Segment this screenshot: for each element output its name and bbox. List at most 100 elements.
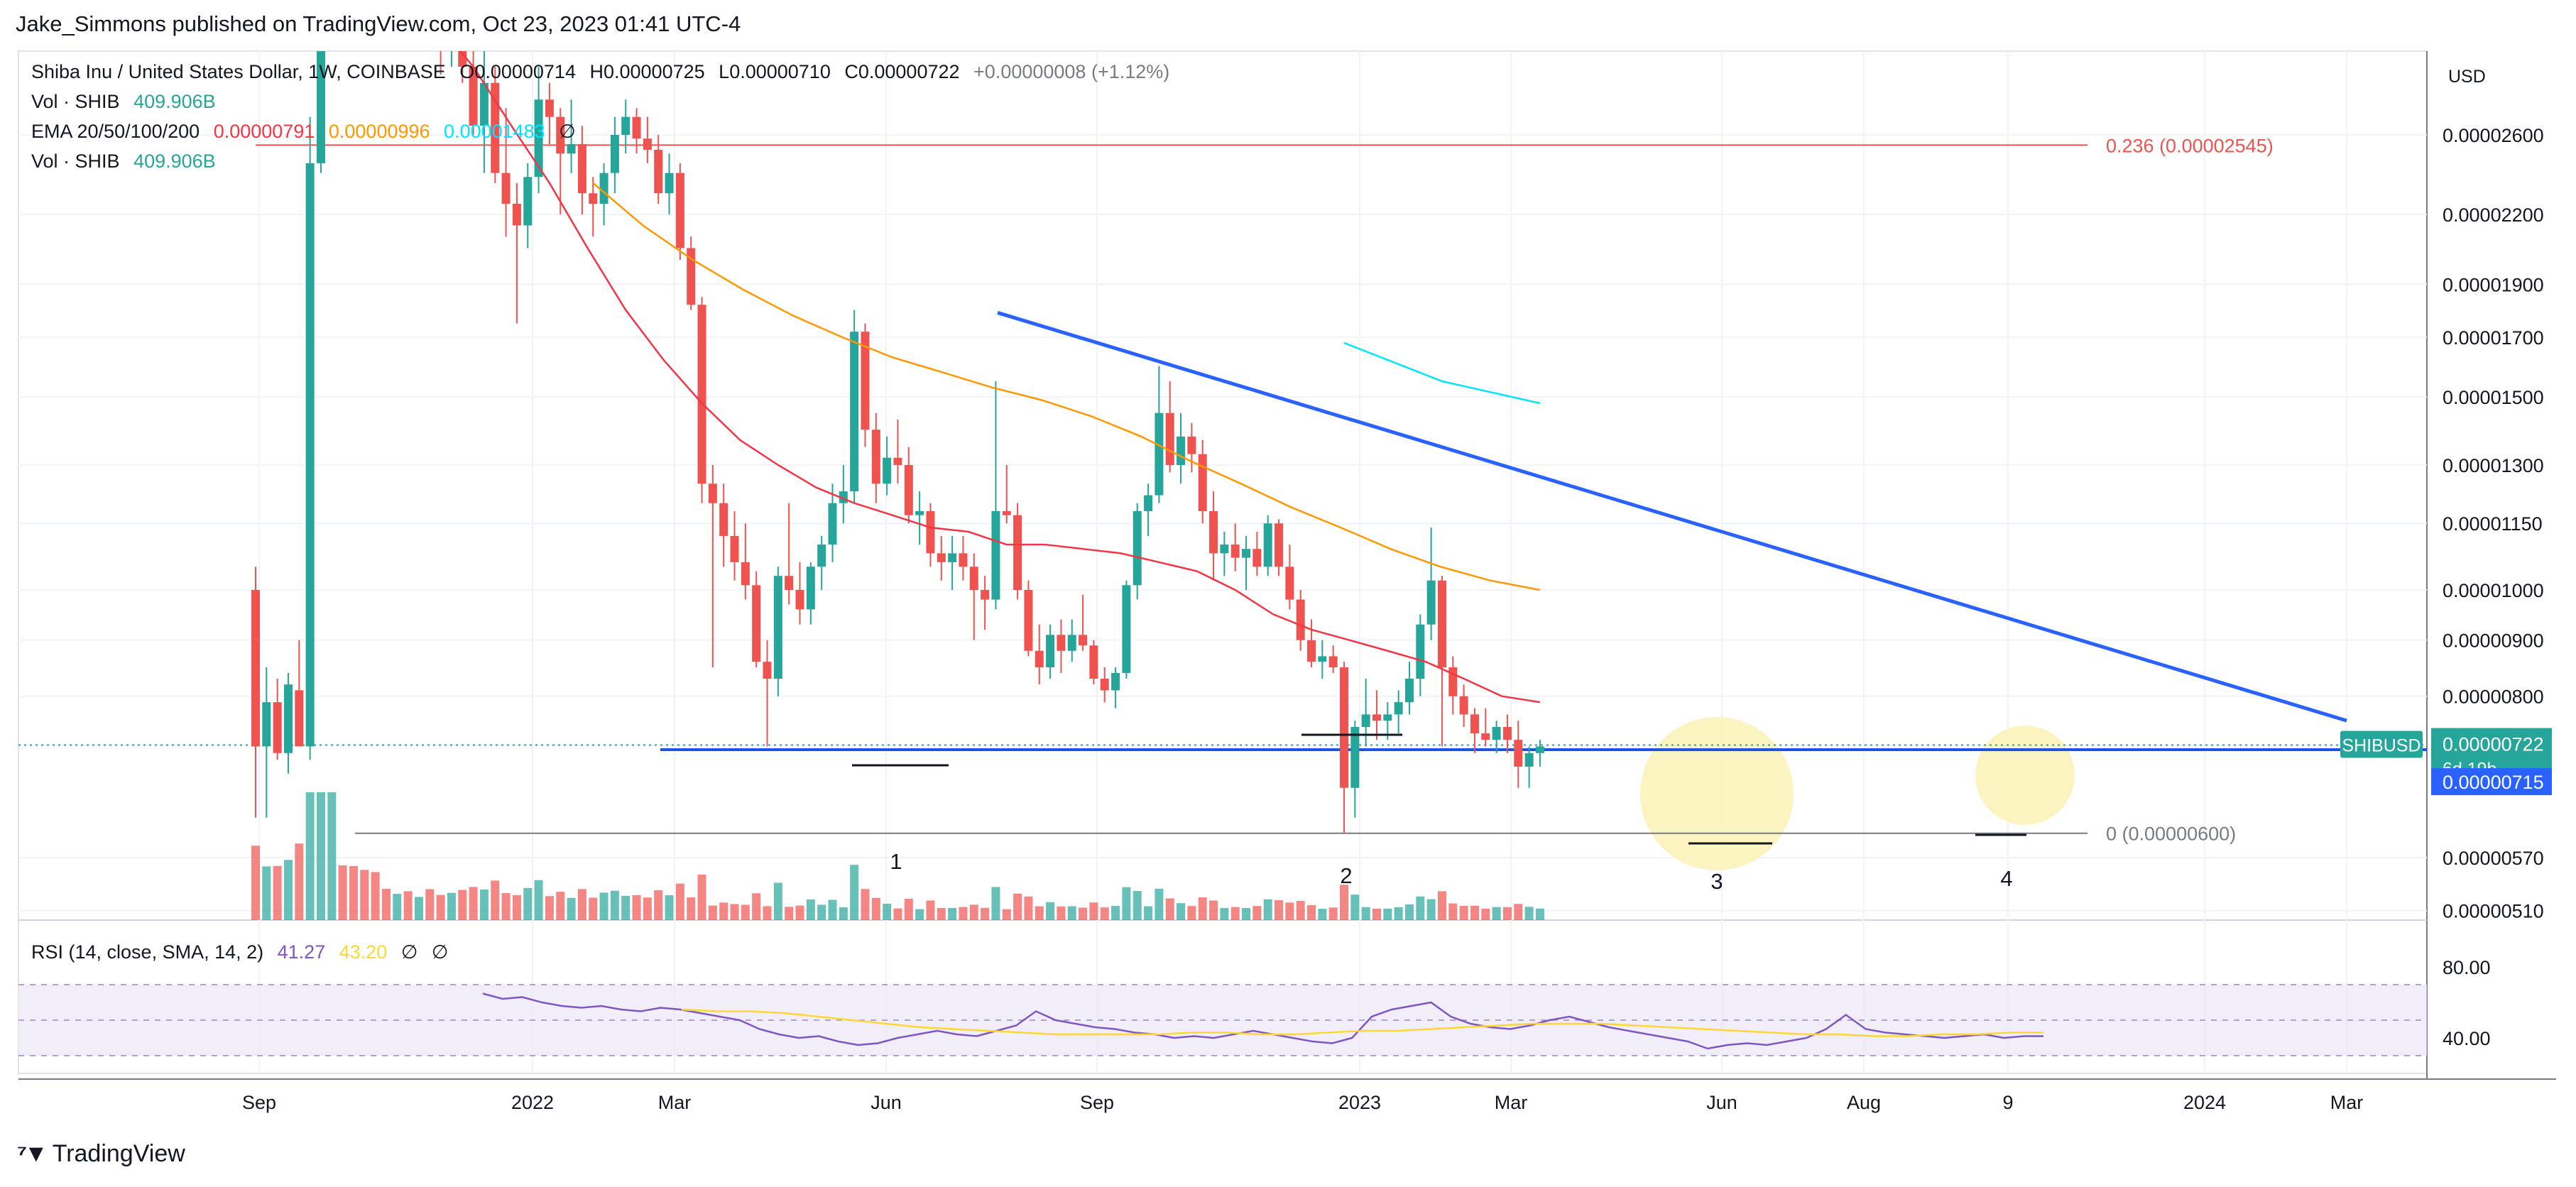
volume-bar [785,907,794,920]
volume-bar [937,908,946,920]
candle-down [1328,656,1338,668]
close-value: 0.00000722 [858,61,960,82]
low-value: 0.00000710 [729,61,831,82]
volume-bar [719,902,728,920]
candle-down [1275,523,1284,567]
candle-down [1024,590,1033,651]
volume-value-2: 409.906B [133,151,216,172]
volume-bar [1067,906,1076,920]
volume-bar [621,895,631,920]
x-tick-label: Jun [871,1092,902,1113]
tradingview-footer[interactable]: ⁷▼ TradingView [17,1140,185,1168]
volume-bar [327,792,337,920]
ema50-line [592,182,1541,591]
candle-down [959,553,968,567]
candle-down [1002,510,1011,515]
candle-down [273,702,282,753]
candle-down [861,332,870,430]
swing-number-label: 1 [890,849,902,874]
candle-down [871,430,880,484]
rsi-tick-label: 40.00 [2443,1028,2491,1049]
rsi-tick-label: 80.00 [2443,957,2491,978]
volume-bar [795,905,804,920]
high-value: 0.00000725 [603,61,705,82]
candle-down [937,553,946,562]
candle-up [1242,549,1251,558]
tradingview-brand: TradingView [52,1140,185,1167]
candle-up [828,503,837,545]
volume-bar [599,892,608,920]
volume-bar [883,904,892,920]
candle-up [534,99,543,177]
volume-legend: Vol · SHIB 409.906B [31,91,224,113]
close-label: C [844,61,858,82]
rsi-label: RSI (14, close, SMA, 14, 2) [31,941,264,963]
volume-bar [926,900,935,920]
volume-bar [763,906,772,920]
candle-up [283,684,293,753]
rsi-null-2: ∅ [431,941,449,963]
candle-down [752,585,761,662]
x-tick-label: Sep [242,1092,276,1113]
y-tick-label: 0.00002600 [2443,125,2544,146]
volume-bar [1404,904,1414,920]
candle-down [926,510,935,554]
volume-bar [1187,906,1196,920]
candle-down [469,66,478,126]
candle-down [1209,510,1218,554]
volume-bar [969,904,978,920]
volume-label-2: Vol · SHIB [31,151,120,172]
candle-down [295,690,304,747]
volume-bar [360,870,369,920]
x-tick-label: 2024 [2183,1092,2226,1113]
candle-up [1111,672,1120,691]
volume-bar [295,843,304,920]
volume-bar [403,891,413,920]
swing-number-label: 4 [2000,866,2012,891]
candle-up [1122,585,1131,673]
volume-bar [1198,897,1207,920]
volume-bar [1372,908,1381,920]
descending-trendline [997,311,2347,723]
y-tick-label: 0.00001000 [2443,580,2544,601]
volume-bar [523,887,533,920]
volume-bar [577,889,586,920]
volume-bar [1535,908,1544,920]
candle-down [1057,635,1066,651]
volume-bar [1100,907,1109,920]
volume-bar [1133,891,1142,920]
volume-bar [425,889,435,920]
candle-down [1089,645,1098,679]
volume-bar [893,908,902,920]
candle-down [1013,515,1022,591]
y-tick-label: 0.00000510 [2443,901,2544,922]
x-tick-label: Aug [1847,1092,1881,1113]
volume-bar [708,905,717,920]
candle-up [1067,635,1076,651]
candle-up [316,51,325,163]
candle-down [1372,714,1381,721]
candle-down [1340,667,1348,788]
volume-bar [1220,908,1229,920]
volume-bar [1448,903,1458,920]
volume-bar [381,889,391,920]
open-label: O [459,61,475,82]
volume-bar [981,907,990,920]
volume-bar [1230,907,1240,920]
volume-bar [1459,906,1468,920]
symbol-legend: Shiba Inu / United States Dollar, 1W, CO… [31,61,1178,83]
candle-down [643,138,652,150]
candle-up [883,457,892,484]
candle-down [741,562,750,586]
volume-bar [1492,907,1501,920]
volume-bar [251,846,260,920]
volume-bar [1002,909,1011,920]
fib-0-label: 0 (0.00000600) [2106,824,2236,845]
candle-up [1383,714,1392,721]
volume-bar [1340,885,1348,920]
volume-bar [1328,907,1338,920]
ema20-line [459,51,1541,704]
ema200-value: ∅ [559,121,576,142]
volume-bar [1416,896,1425,920]
